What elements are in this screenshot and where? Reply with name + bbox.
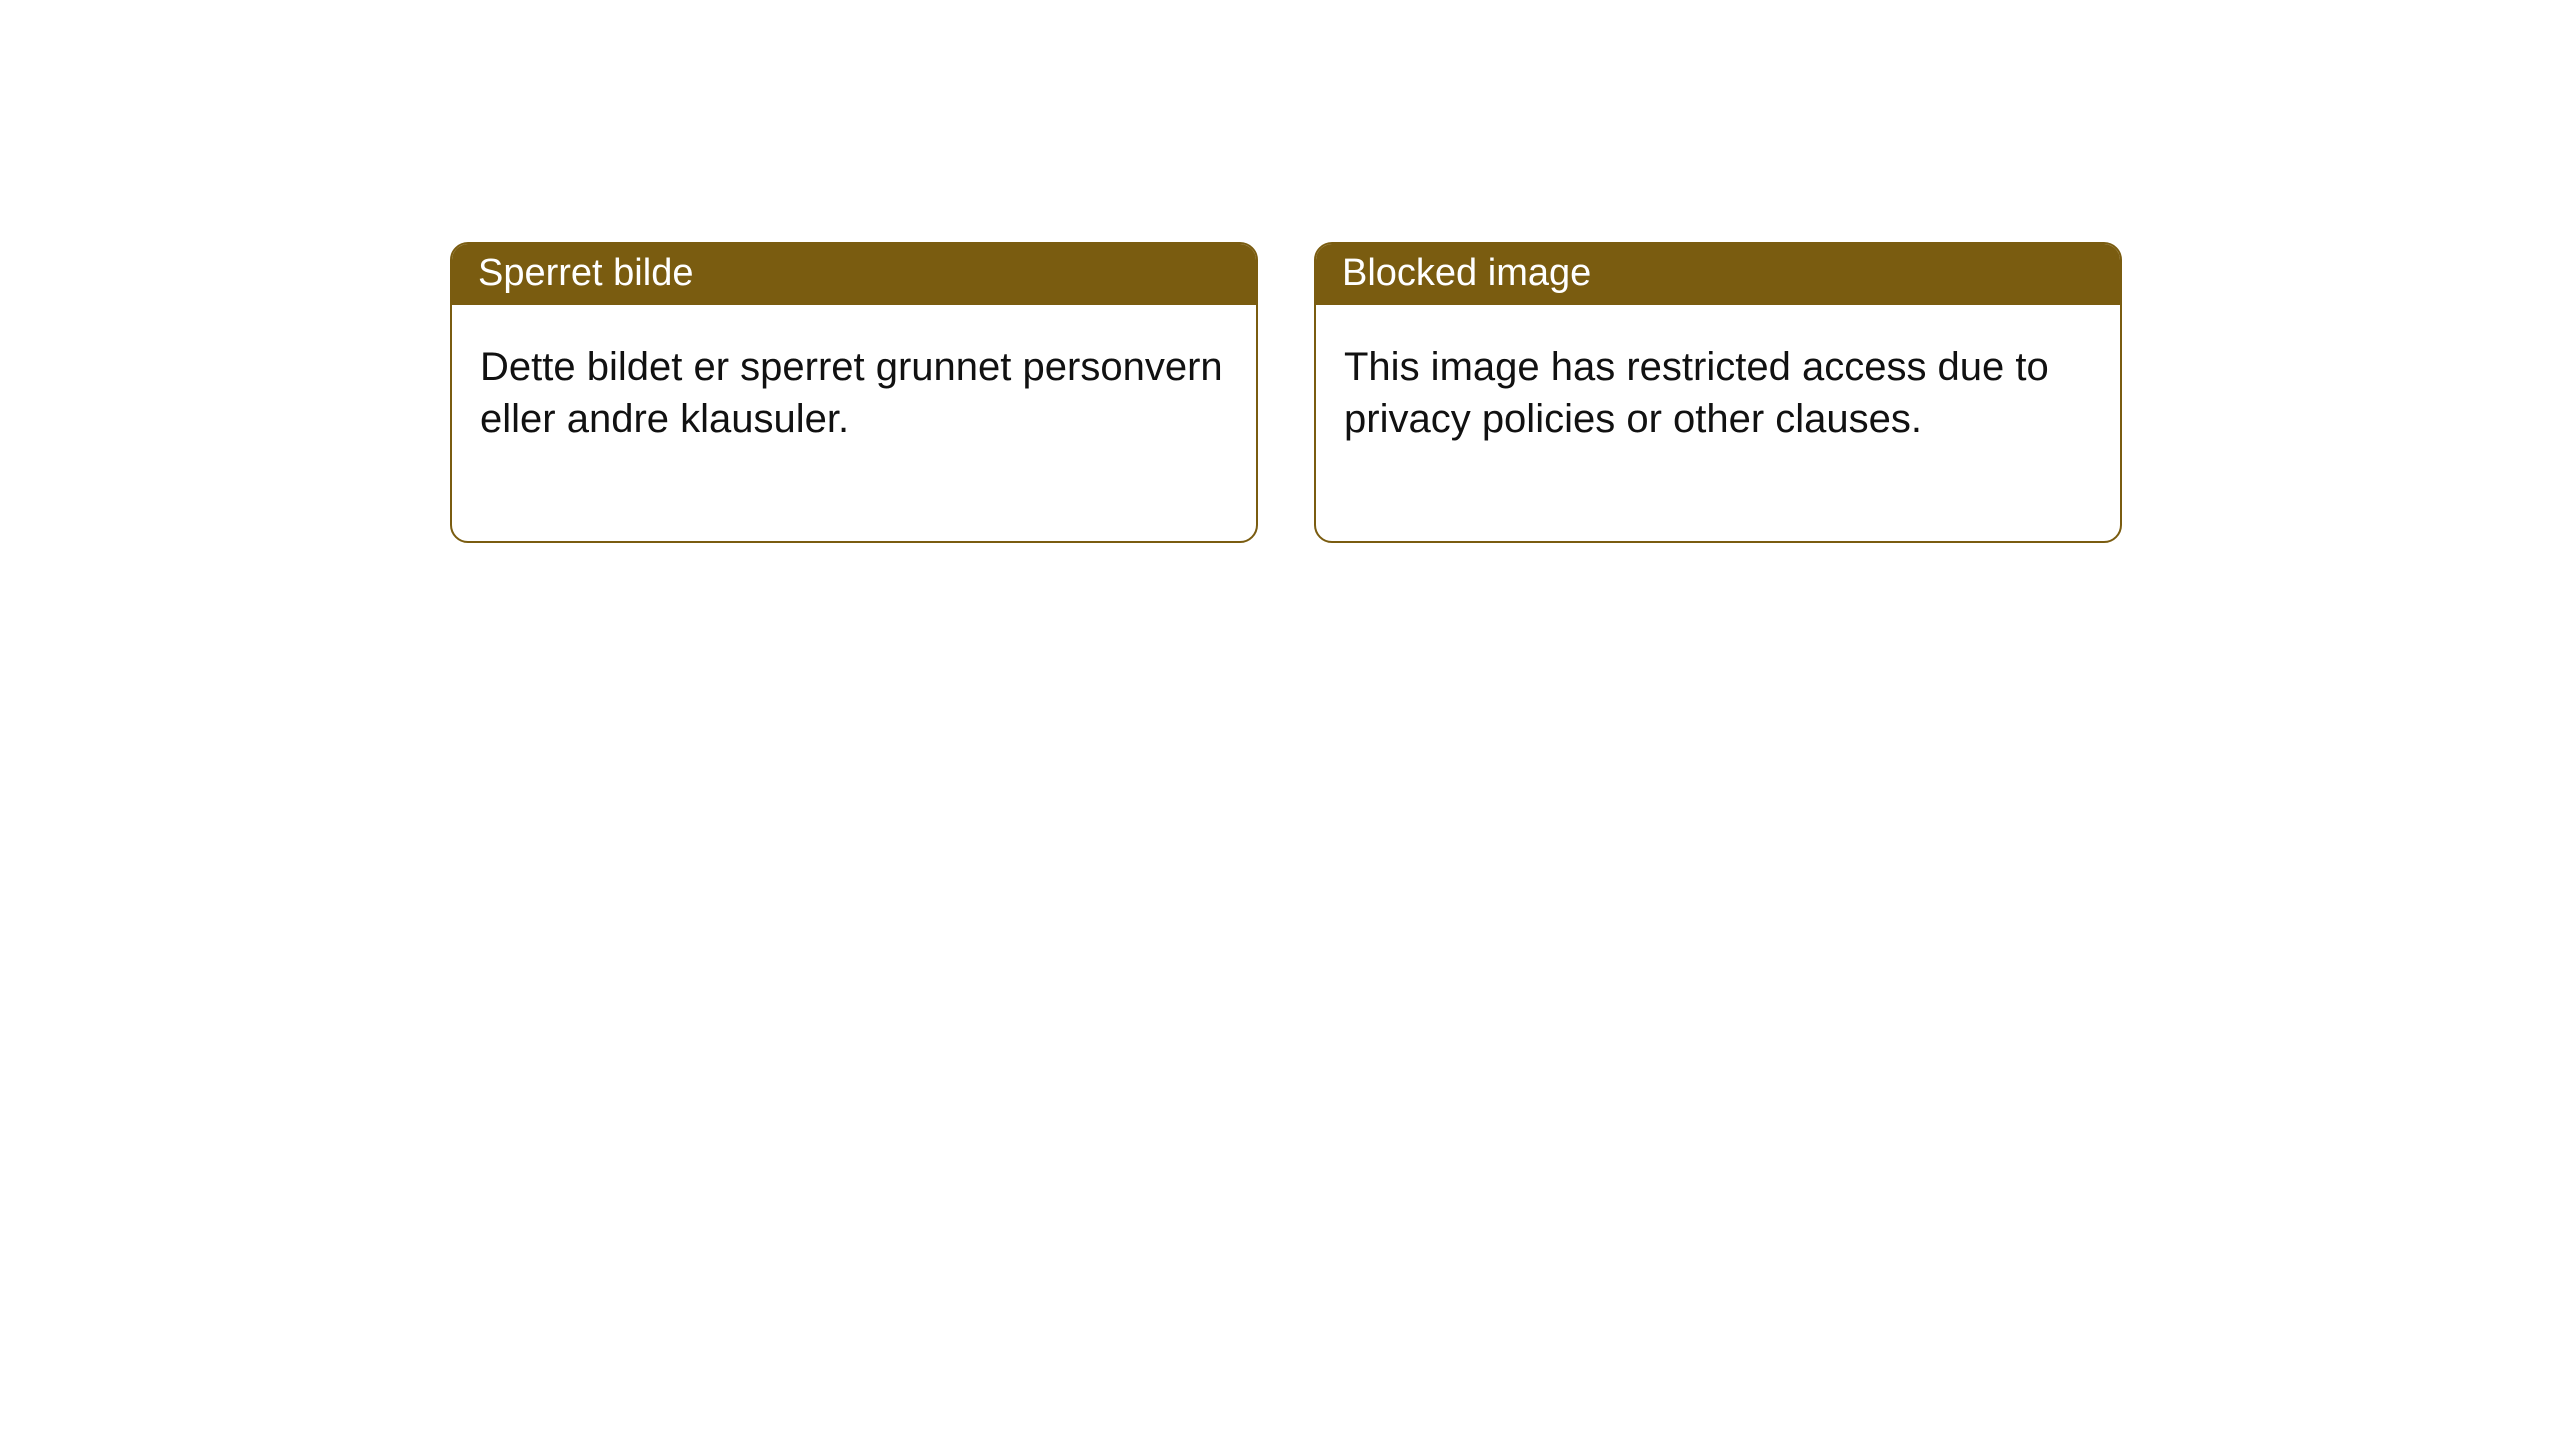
notice-body-no: Dette bildet er sperret grunnet personve… — [452, 305, 1256, 541]
notice-title-en: Blocked image — [1316, 244, 2120, 305]
notice-card-en: Blocked image This image has restricted … — [1314, 242, 2122, 543]
notice-card-no: Sperret bilde Dette bildet er sperret gr… — [450, 242, 1258, 543]
notice-title-no: Sperret bilde — [452, 244, 1256, 305]
notice-container: Sperret bilde Dette bildet er sperret gr… — [0, 0, 2560, 543]
notice-body-en: This image has restricted access due to … — [1316, 305, 2120, 541]
